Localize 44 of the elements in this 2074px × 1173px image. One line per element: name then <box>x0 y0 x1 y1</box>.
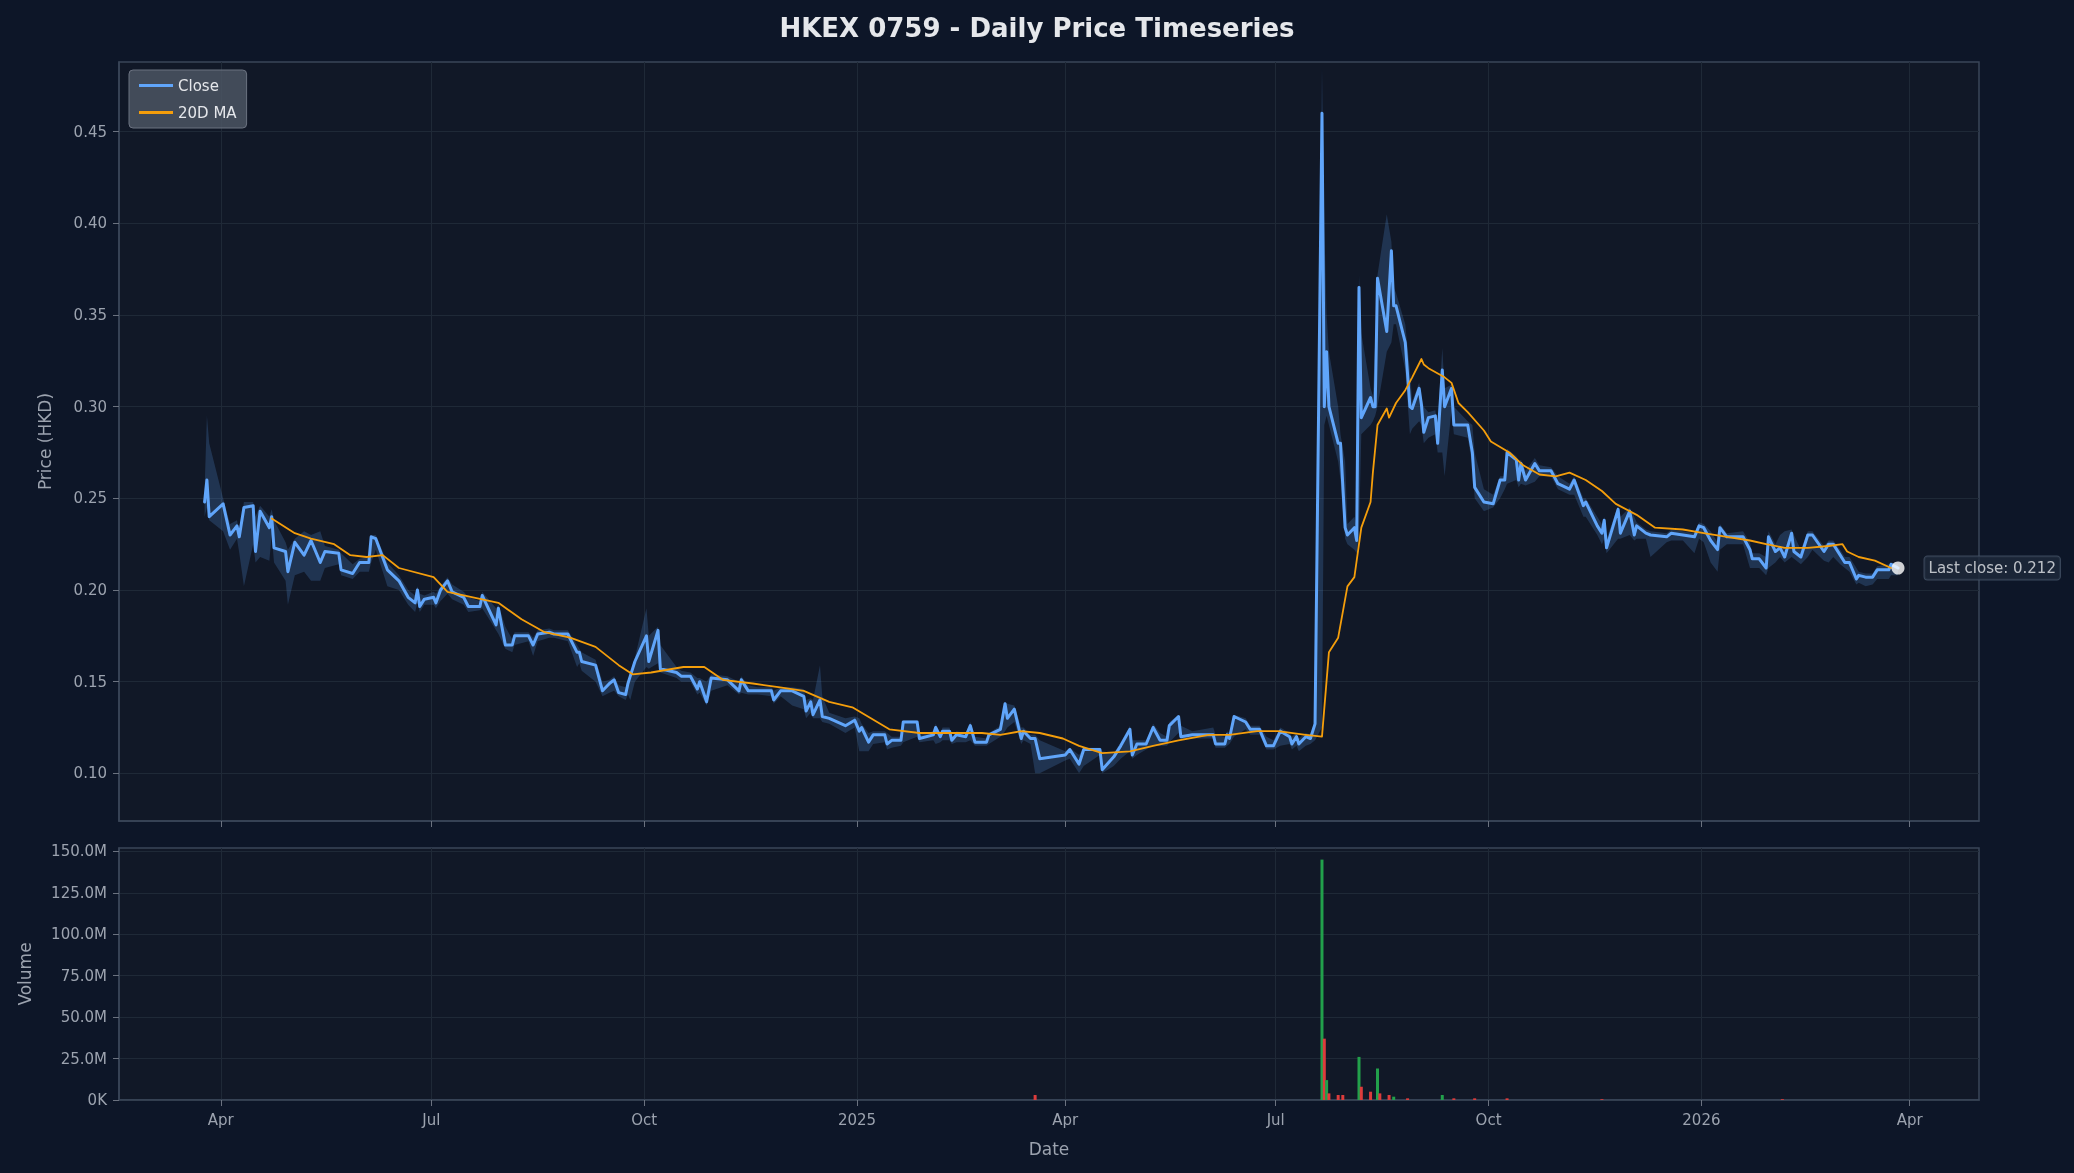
bar <box>1376 1068 1380 1100</box>
y-tick-label: 0.35 <box>73 306 107 324</box>
bar <box>1336 1095 1340 1100</box>
y-tick-label: 0.25 <box>73 489 107 508</box>
bar <box>1320 859 1324 1100</box>
y-tick-label: 0.30 <box>73 397 107 416</box>
x-tick-label: Oct <box>1475 1110 1502 1129</box>
y-tick-label: 0.20 <box>73 581 107 599</box>
x-axis-title: Date <box>1028 1138 1070 1159</box>
y-tick-label: 75.0M <box>60 966 107 985</box>
x-tick-label: Jul <box>421 1110 441 1129</box>
bar <box>1341 1095 1345 1100</box>
y-tick-label: 0.10 <box>73 764 107 783</box>
y-tick-label: 0.40 <box>73 214 107 233</box>
bar <box>1378 1093 1382 1100</box>
x-tick-label: 2026 <box>1682 1110 1721 1129</box>
annotation: Last close: 0.212 <box>1928 559 2056 577</box>
x-tick-label: 2025 <box>837 1110 877 1129</box>
legend-label: 20D MA <box>178 103 238 122</box>
bar <box>1327 1093 1331 1100</box>
y-axis-title: Price (HKD) <box>34 392 55 491</box>
bar <box>1440 1095 1444 1100</box>
bar <box>1357 1056 1361 1100</box>
y-tick-label: 125.0M <box>51 883 107 902</box>
bar <box>1359 1086 1363 1100</box>
x-tick-label: Apr <box>207 1110 235 1129</box>
y-tick-label: 0.45 <box>73 122 107 141</box>
legend-label: Close <box>178 76 219 95</box>
bar <box>1033 1095 1037 1100</box>
x-tick-label: Jul <box>1265 1110 1285 1129</box>
bar <box>1369 1091 1373 1100</box>
y-tick-label: 25.0M <box>60 1049 107 1068</box>
y-tick-label: 50.0M <box>60 1008 107 1027</box>
bar <box>1387 1095 1391 1100</box>
chart-title: HKEX 0759 - Daily Price Timeseries <box>779 13 1295 43</box>
y-tick-label: 100.0M <box>51 925 107 944</box>
bar <box>1392 1096 1396 1100</box>
x-tick-label: Apr <box>1896 1110 1924 1129</box>
y-tick-label: 0K <box>87 1091 109 1109</box>
y-axis-title: Volume <box>14 942 35 1006</box>
x-tick-label: Oct <box>631 1110 658 1129</box>
x-tick-label: Apr <box>1052 1110 1079 1129</box>
y-tick-label: 150.0M <box>51 842 107 861</box>
y-tick-label: 0.15 <box>73 672 107 691</box>
